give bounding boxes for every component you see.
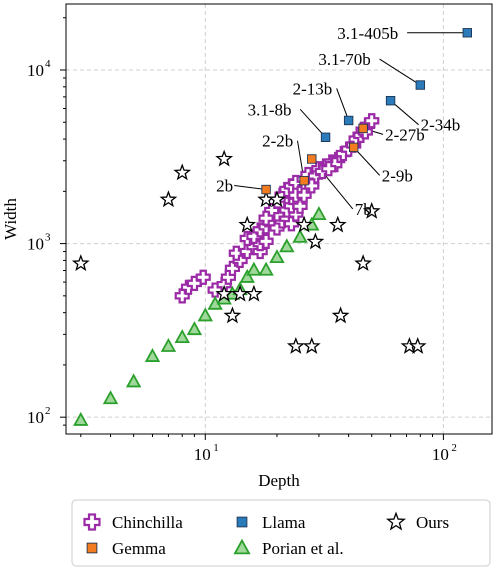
annotation-label: 2-13b [293,79,333,98]
annotation-label: 3.1-8b [248,100,292,119]
porian-et-al-point [162,340,174,351]
porian-et-al-point [260,264,272,275]
annotation-label: 2-2b [262,132,293,151]
ours-point [225,308,239,322]
y-tick-label: 10 [27,408,44,427]
gemma-point [359,124,368,133]
y-tick-label-exponent: 4 [45,58,51,70]
x-tick-label: 10 [432,445,449,464]
annotation-label: 7b [355,200,372,219]
x-axis-label: Depth [258,471,300,490]
gemma-point [262,185,271,194]
annotation-label: 3.1-70b [318,50,370,69]
porian-et-al-point [176,331,188,342]
porian-et-al-point [281,240,293,251]
porian-et-al-point [294,231,306,242]
ours-point [247,287,261,301]
y-tick-label-exponent: 3 [45,232,51,244]
annotation-label: 3.1-405b [337,24,398,43]
ours-point [308,234,322,248]
llama-point [416,81,425,90]
ours-point [333,308,347,322]
legend-label-porian-et-al: Porian et al. [262,539,344,558]
annotation-leader [337,88,349,120]
x-tick-label-exponent: 1 [213,442,219,454]
gemma-point [308,155,317,164]
legend: Chinchilla Gemma Llama Porian et al. Ours [72,500,490,566]
gemma-point [349,143,358,152]
porian-et-al-point [127,375,139,386]
legend-label-chinchilla: Chinchilla [112,513,183,532]
legend-marker-gemma [87,543,97,553]
ours-point [161,192,175,206]
porian-et-al-point [271,251,283,262]
annotation-leader [234,186,266,190]
annotation-leader [380,59,421,85]
y-tick-label: 10 [27,235,44,254]
data-marks [74,29,472,425]
ours-point [331,217,345,231]
ours-point [289,339,303,353]
y-tick-label-exponent: 2 [45,405,51,417]
ours-point [217,151,231,165]
y-axis-label: Width [1,198,20,240]
porian-et-al-point [188,323,200,334]
llama-point [344,116,353,125]
porian-et-al-point [313,208,325,219]
annotation-label: 2b [216,177,233,196]
porian-et-al-point [75,414,87,425]
porian-et-al-point [146,350,158,361]
legend-label-gemma: Gemma [112,539,166,558]
llama-point [463,29,472,38]
legend-label-ours: Ours [416,513,449,532]
x-tick-label: 10 [194,445,211,464]
llama-point [321,133,330,142]
annotation-label: 2-27b [385,125,425,144]
ours-point [175,165,189,179]
gemma-point [300,176,309,185]
annotation-labels: 3.1-405b 3.1-70b 2-13b 2-34b 3.1-8b 2-27b 2-2b… [216,24,460,219]
y-tick-label: 10 [27,61,44,80]
porian-et-al-point [104,392,116,403]
legend-label-llama: Llama [262,513,306,532]
llama-point [386,96,395,105]
ours-point [356,256,370,270]
x-tick-label-exponent: 2 [451,442,457,454]
annotation-label: 2-34b [421,116,461,135]
ours-point [305,339,319,353]
ours-point [74,256,88,270]
porian-et-al-point [248,264,260,275]
annotation-label: 2-9b [382,166,413,185]
legend-marker-llama [237,517,247,527]
porian-et-al-point [199,309,211,320]
